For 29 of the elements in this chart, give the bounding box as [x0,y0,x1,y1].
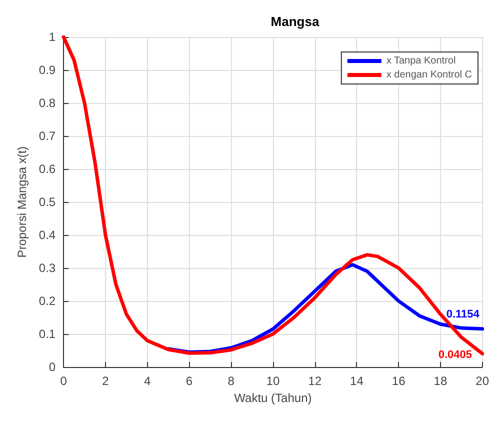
y-tick-label: 0.4 [38,228,56,242]
y-tick-label: 0.1 [38,327,56,341]
x-tick-label: 18 [434,374,448,388]
y-tick-label: 0 [48,360,56,374]
chart-title: Mangsa [270,14,320,29]
y-tick-label: 0.9 [38,63,56,77]
x-tick-label: 16 [392,374,406,388]
y-tick-label: 0.6 [38,162,56,176]
legend-label: x Tanpa Kontrol [386,56,456,66]
x-tick-label: 10 [266,374,280,388]
y-tick-label: 0.8 [38,96,56,110]
legend-label: x dengan Kontrol C [386,70,472,80]
x-tick-label: 4 [144,374,151,388]
data-label: 0.1154 [446,308,480,320]
x-tick-label: 8 [228,374,235,388]
x-tick-label: 0 [60,374,68,388]
x-tick-label: 2 [102,374,110,388]
y-tick-label: 0.2 [38,294,56,308]
y-tick-label: 1 [48,30,56,44]
y-tick-label: 0.7 [38,129,56,143]
x-tick-label: 12 [308,374,322,388]
x-tick-label: 6 [186,374,193,388]
data-label: 0.0405 [438,349,472,362]
x-tick-label: 20 [476,374,490,388]
x-tick-label: 14 [350,374,364,388]
y-axis-title: Proporsi Mangsa x(t) [15,146,29,258]
y-tick-label: 0.5 [38,195,56,209]
x-axis-title: Waktu (Tahun) [234,390,312,405]
y-tick-label: 0.3 [38,261,56,275]
